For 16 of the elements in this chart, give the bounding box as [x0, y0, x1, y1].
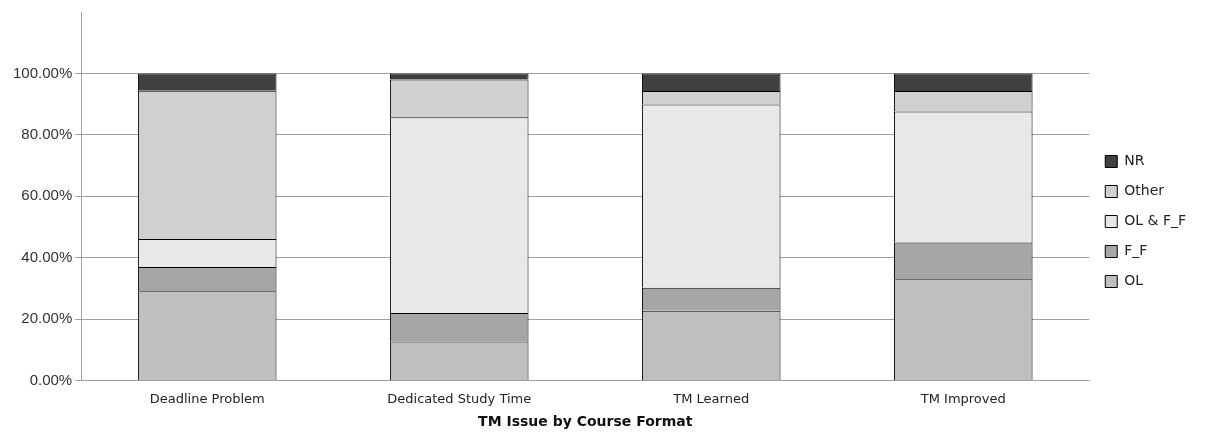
- x-tick-label: Deadline Problem: [149, 390, 265, 406]
- legend-label: OL: [1124, 272, 1144, 289]
- legend-label: F_F: [1124, 242, 1148, 259]
- y-tick-label: 80.00%: [21, 125, 73, 143]
- legend-label: Other: [1124, 182, 1165, 199]
- legend-label: OL & F_F: [1124, 212, 1187, 229]
- x-tick-label: TM Improved: [919, 390, 1006, 406]
- x-tick-label: TM Learned: [672, 390, 750, 406]
- y-tick-label: 40.00%: [21, 247, 73, 265]
- y-tick-label: 100.00%: [13, 63, 73, 81]
- x-tick-label: Dedicated Study Time: [387, 390, 532, 406]
- y-tick-label: 0.00%: [29, 370, 73, 388]
- legend-label: NR: [1124, 152, 1145, 169]
- y-tick-label: 20.00%: [21, 309, 73, 327]
- x-axis-title: TM Issue by Course Format: [478, 413, 693, 430]
- y-tick-label: 60.00%: [21, 186, 73, 204]
